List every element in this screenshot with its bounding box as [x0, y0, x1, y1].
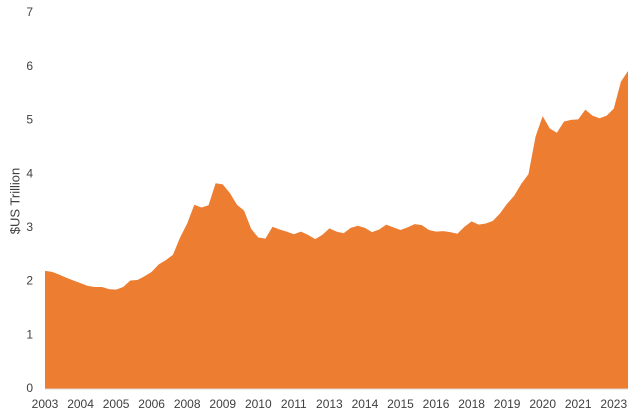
y-tick-label: 6	[26, 59, 33, 73]
x-tick-label: 2021	[565, 397, 592, 411]
x-tick-label: 2008	[174, 397, 201, 411]
y-tick-label: 2	[26, 274, 33, 288]
x-tick-label: 2018	[458, 397, 485, 411]
x-tick-label: 2023	[600, 397, 627, 411]
area	[45, 71, 628, 390]
y-tick-label: 7	[26, 5, 33, 19]
x-tick-label: 2006	[138, 397, 165, 411]
x-tick-label: 2016	[423, 397, 450, 411]
x-tick-label: 2009	[209, 397, 236, 411]
y-tick-label: 3	[26, 220, 33, 234]
x-tick-label: 2004	[67, 397, 94, 411]
y-axis-title: $US Trillion	[7, 168, 22, 234]
x-tick-label: 2015	[387, 397, 414, 411]
x-tick-label: 2011	[281, 397, 307, 411]
x-tick-label: 2005	[103, 397, 130, 411]
y-tick-label: 5	[26, 113, 33, 127]
y-tick-label: 1	[26, 327, 33, 341]
x-tick-label: 2020	[529, 397, 556, 411]
y-tick-label: 4	[26, 166, 33, 180]
x-tick-label: 2003	[32, 397, 59, 411]
x-tick-label: 2014	[352, 397, 379, 411]
x-tick-label: 2013	[316, 397, 343, 411]
x-tick-label: 2010	[245, 397, 272, 411]
y-tick-label: 0	[26, 381, 33, 395]
x-tick-label: 2019	[494, 397, 521, 411]
